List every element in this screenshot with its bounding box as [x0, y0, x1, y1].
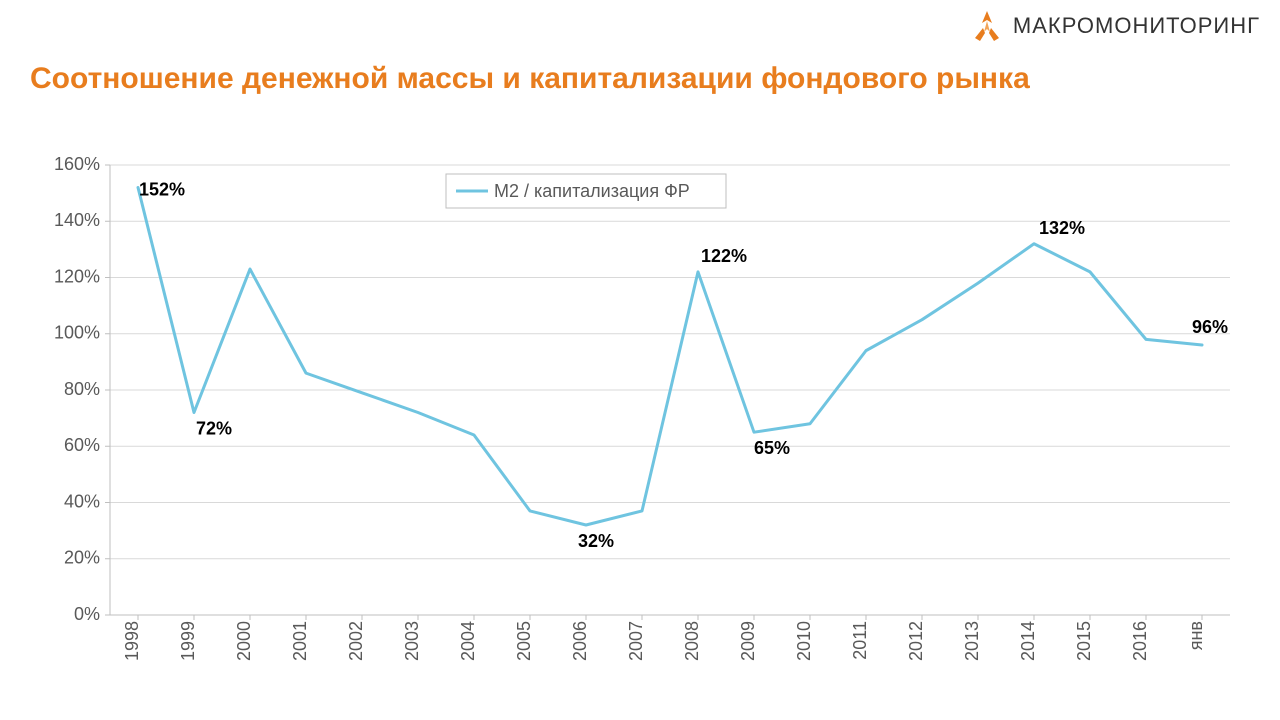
svg-text:2011: 2011 [850, 621, 870, 660]
chart-title: Соотношение денежной массы и капитализац… [30, 60, 1030, 98]
svg-text:60%: 60% [64, 435, 100, 455]
svg-text:2007: 2007 [626, 621, 646, 661]
svg-text:122%: 122% [701, 246, 747, 266]
chart-container: 0% 20% 40% 60% 80% 100% 120% 140% 160% 1998 1999 20… [30, 155, 1250, 695]
svg-text:132%: 132% [1039, 218, 1085, 238]
svg-text:65%: 65% [754, 438, 790, 458]
svg-text:М2 / капитализация ФР: М2 / капитализация ФР [494, 181, 690, 201]
svg-text:1999: 1999 [178, 621, 198, 661]
line-chart: 0% 20% 40% 60% 80% 100% 120% 140% 160% 1998 1999 20… [30, 155, 1250, 695]
svg-text:40%: 40% [64, 491, 100, 511]
svg-text:1998: 1998 [122, 621, 142, 661]
svg-text:152%: 152% [139, 180, 185, 200]
svg-text:2008: 2008 [682, 621, 702, 661]
logo-text: МАКРОМОНИТОРИНГ [1013, 13, 1260, 39]
brand-logo: МАКРОМОНИТОРИНГ [969, 8, 1260, 44]
svg-text:2013: 2013 [962, 621, 982, 661]
svg-text:2009: 2009 [738, 621, 758, 661]
svg-text:2003: 2003 [402, 621, 422, 661]
svg-text:80%: 80% [64, 379, 100, 399]
svg-text:2000: 2000 [234, 621, 254, 661]
svg-text:20%: 20% [64, 548, 100, 568]
svg-text:140%: 140% [54, 210, 100, 230]
svg-text:0%: 0% [74, 604, 100, 624]
svg-text:32%: 32% [578, 531, 614, 551]
svg-text:2016: 2016 [1130, 621, 1150, 661]
svg-text:2015: 2015 [1074, 621, 1094, 661]
svg-text:2005: 2005 [514, 621, 534, 661]
svg-text:2006: 2006 [570, 621, 590, 661]
svg-text:100%: 100% [54, 323, 100, 343]
svg-text:2002: 2002 [346, 621, 366, 661]
svg-text:2004: 2004 [458, 621, 478, 661]
logo-icon [969, 8, 1005, 44]
svg-text:янв: янв [1186, 621, 1206, 650]
svg-text:2001: 2001 [290, 621, 310, 661]
svg-text:72%: 72% [196, 419, 232, 439]
svg-text:96%: 96% [1192, 317, 1228, 337]
svg-text:120%: 120% [54, 266, 100, 286]
svg-text:2010: 2010 [794, 621, 814, 661]
svg-text:160%: 160% [54, 155, 100, 174]
svg-text:2014: 2014 [1018, 621, 1038, 661]
svg-text:2012: 2012 [906, 621, 926, 661]
